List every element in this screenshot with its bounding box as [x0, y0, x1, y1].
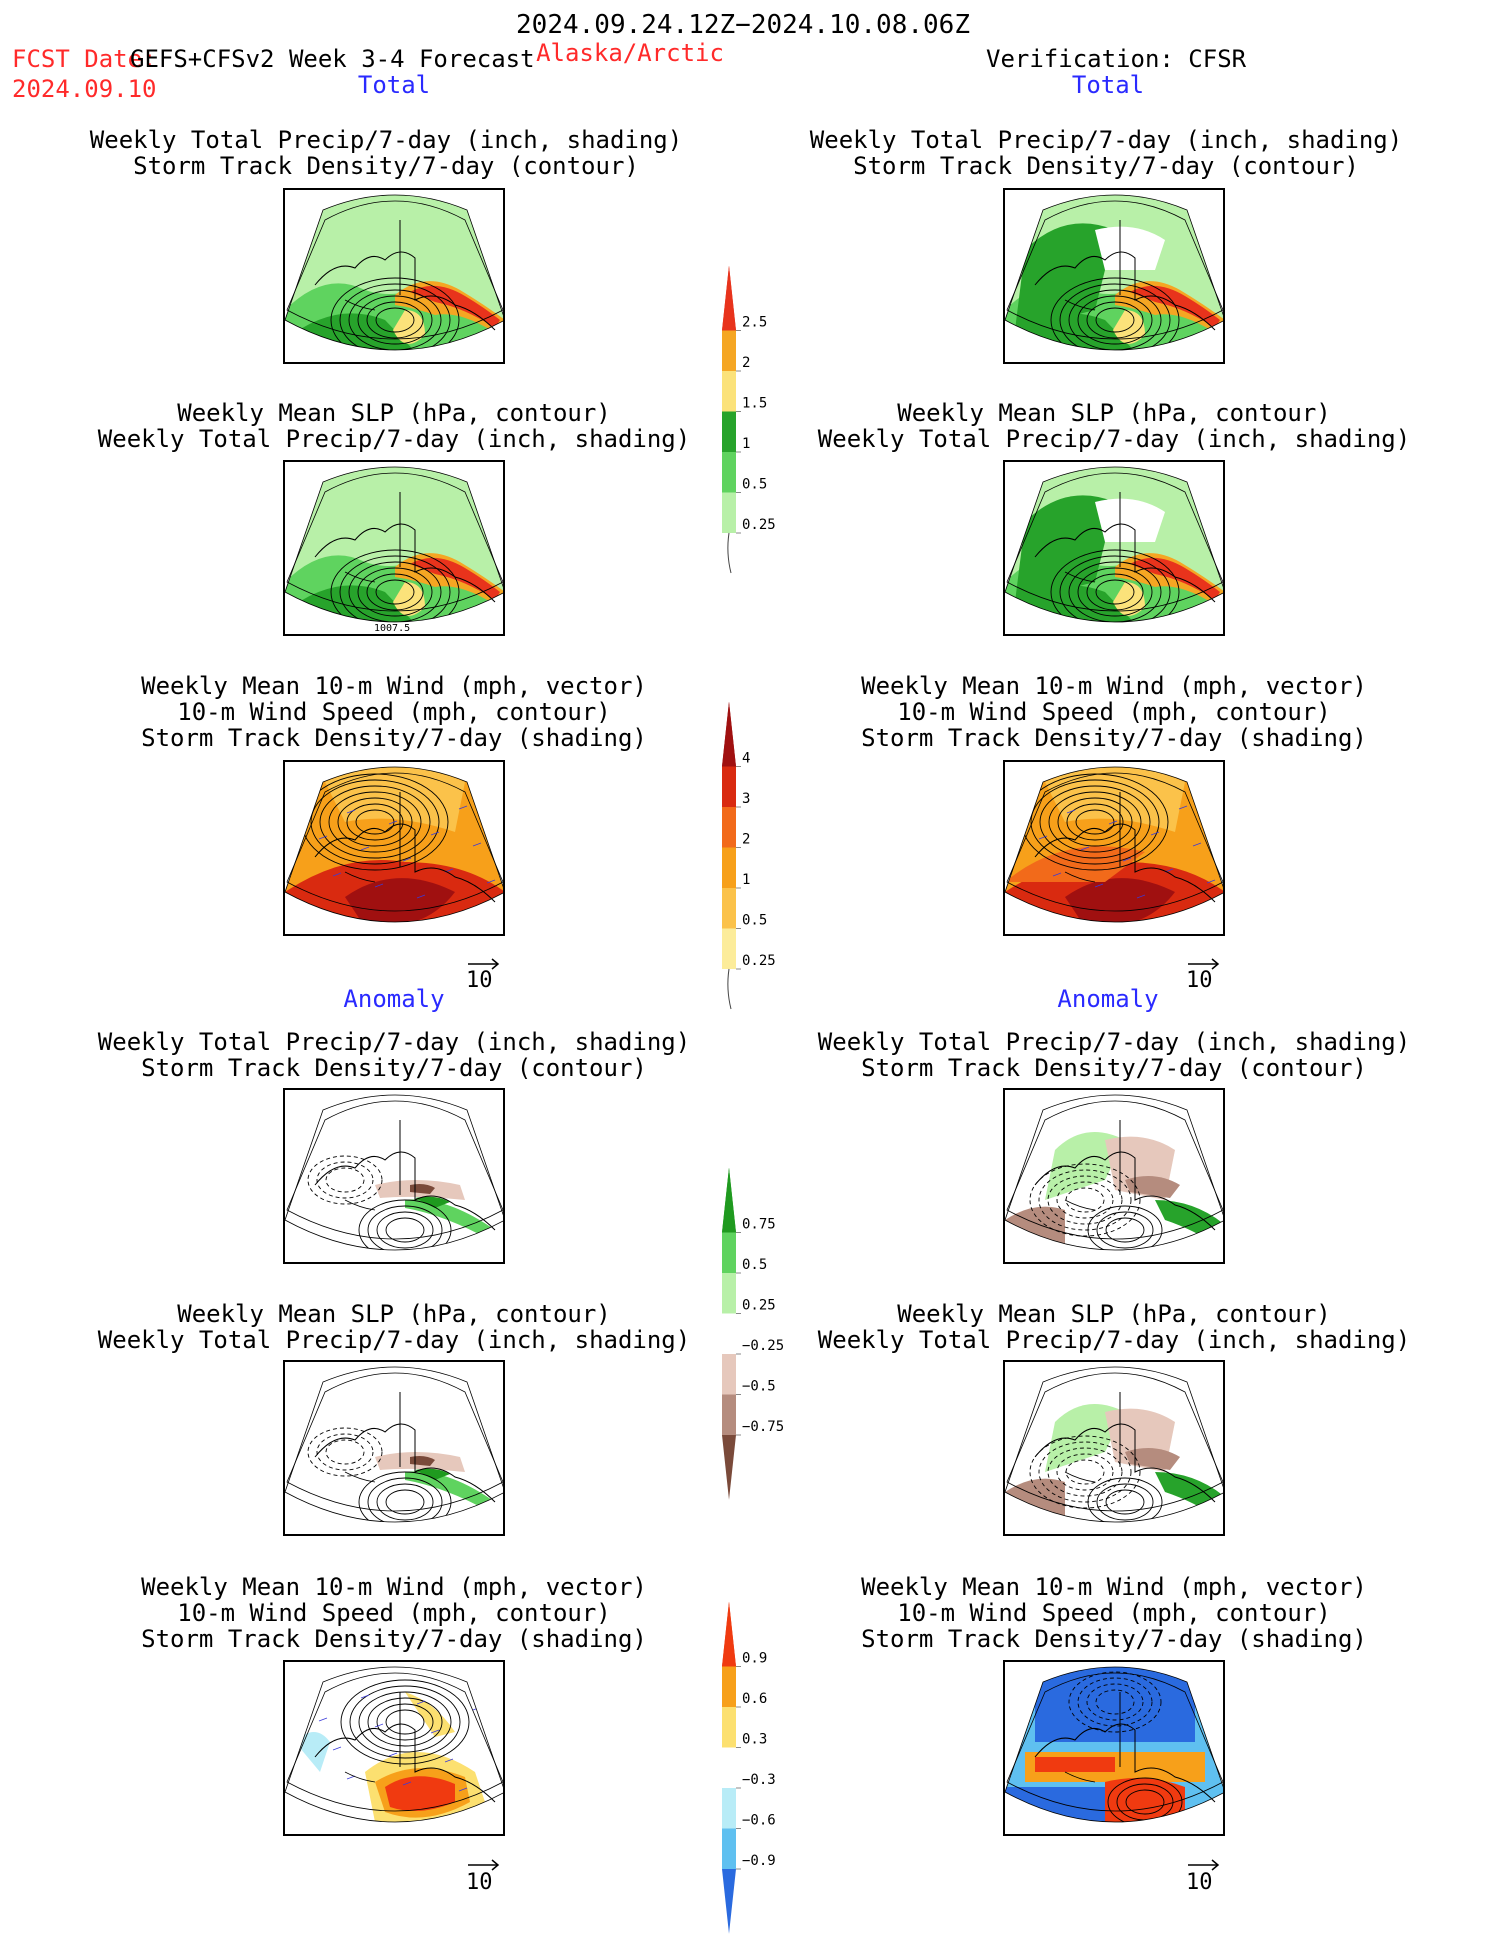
- vector-scale-arrow: [466, 1856, 502, 1875]
- panel-title-line: Weekly Total Precip/7-day (inch, shading…: [817, 1326, 1411, 1354]
- map-wind-forecast: [283, 760, 505, 936]
- section-total-right: Total: [1071, 71, 1145, 99]
- panel-title-line: Weekly Total Precip/7-day (inch, shading…: [817, 1028, 1411, 1056]
- panel-title-line: Weekly Mean SLP (hPa, contour): [177, 1300, 611, 1328]
- section-anomaly-right: Anomaly: [1057, 985, 1159, 1013]
- panel-title-line: Weekly Mean SLP (hPa, contour): [897, 1300, 1331, 1328]
- panel-title-line: Weekly Mean SLP (hPa, contour): [177, 399, 611, 427]
- map-precip-storm-verification: [1003, 188, 1225, 364]
- section-total-left: Total: [357, 71, 431, 99]
- colorbar-tick-label: 1: [742, 872, 750, 888]
- colorbar-tick-label: −0.6: [742, 1813, 776, 1829]
- colorbar-storm-total: 4 3 2 1 0.5 0.25: [722, 701, 802, 1010]
- panel-title-line: Weekly Total Precip/7-day (inch, shading…: [97, 425, 691, 453]
- colorbar-tick-label: −0.5: [742, 1379, 776, 1395]
- colorbar-tick-label: −0.9: [742, 1853, 776, 1869]
- colorbar-tick-label: −0.3: [742, 1772, 776, 1788]
- panel-title-line: Storm Track Density/7-day (shading): [861, 724, 1367, 752]
- vector-scale-arrow: [466, 955, 502, 974]
- model-name: GEFS+CFSv2 Week 3-4 Forecast: [130, 45, 535, 73]
- panel-title-line: Storm Track Density/7-day (shading): [141, 1625, 647, 1653]
- colorbar-tick-label: −0.25: [742, 1338, 784, 1354]
- map-wind-anomaly-forecast: [283, 1660, 505, 1836]
- panel-title-line: Storm Track Density/7-day (shading): [861, 1625, 1367, 1653]
- vector-scale-arrow: [1186, 1856, 1222, 1875]
- section-anomaly-left: Anomaly: [343, 985, 445, 1013]
- map-slp-precip-verification: [1003, 460, 1225, 636]
- slp-contour-label: 1007.5: [374, 623, 411, 634]
- panel-title-line: 10-m Wind Speed (mph, contour): [897, 698, 1331, 726]
- colorbar-tick-label: 2: [742, 355, 750, 371]
- map-precip-storm-forecast: [283, 188, 505, 364]
- panel-title-line: 10-m Wind Speed (mph, contour): [177, 698, 611, 726]
- colorbar-tick-label: 3: [742, 791, 750, 807]
- panel-title-line: Storm Track Density/7-day (contour): [861, 1054, 1367, 1082]
- panel-title-line: Weekly Mean 10-m Wind (mph, vector): [141, 672, 647, 700]
- vector-scale-label: 10: [1186, 968, 1213, 993]
- colorbar-tick-label: 0.5: [742, 1257, 767, 1273]
- panel-title-line: 10-m Wind Speed (mph, contour): [177, 1599, 611, 1627]
- colorbar-storm-anomaly: 0.9 0.6 0.3 −0.3 −0.6 −0.9: [722, 1601, 802, 1934]
- panel-title-line: Weekly Mean 10-m Wind (mph, vector): [141, 1573, 647, 1601]
- map-slp-precip-anomaly-forecast: [283, 1360, 505, 1536]
- colorbar-tick-label: 0.25: [742, 953, 776, 969]
- colorbar-tick-label: 0.5: [742, 477, 767, 493]
- panel-title-line: 10-m Wind Speed (mph, contour): [897, 1599, 1331, 1627]
- map-precip-storm-anomaly-verification: [1003, 1088, 1225, 1264]
- colorbar-tick-label: 0.75: [742, 1217, 776, 1233]
- fcst-date-value: 2024.09.10: [12, 75, 157, 103]
- panel-title-line: Weekly Mean 10-m Wind (mph, vector): [861, 672, 1367, 700]
- panel-title-line: Weekly Total Precip/7-day (inch, shading…: [809, 126, 1403, 154]
- panel-title-line: Weekly Total Precip/7-day (inch, shading…: [97, 1028, 691, 1056]
- vector-scale-label: 10: [466, 1870, 493, 1895]
- vector-scale-arrow: [1186, 955, 1222, 974]
- colorbar-tick-label: 0.9: [742, 1651, 767, 1667]
- colorbar-precip-anomaly: 0.75 0.5 0.25 −0.25 −0.5 −0.75: [722, 1167, 802, 1500]
- region-label: Alaska/Arctic: [536, 39, 724, 67]
- colorbar-tick-label: 1: [742, 436, 750, 452]
- vector-scale-label: 10: [466, 968, 493, 993]
- fcst-date-label: FCST Date:: [12, 45, 157, 73]
- panel-title-line: Storm Track Density/7-day (shading): [141, 724, 647, 752]
- colorbar-tick-label: 0.6: [742, 1691, 767, 1707]
- colorbar-tick-label: 4: [742, 751, 750, 767]
- panel-title-line: Weekly Mean SLP (hPa, contour): [897, 399, 1331, 427]
- map-slp-precip-forecast: [283, 460, 505, 636]
- map-wind-verification: [1003, 760, 1225, 936]
- panel-title-line: Storm Track Density/7-day (contour): [133, 152, 639, 180]
- panel-title-line: Weekly Total Precip/7-day (inch, shading…: [89, 126, 683, 154]
- panel-title-line: Weekly Mean 10-m Wind (mph, vector): [861, 1573, 1367, 1601]
- map-wind-anomaly-verification: [1003, 1660, 1225, 1836]
- colorbar-tick-label: 0.5: [742, 913, 767, 929]
- map-slp-precip-anomaly-verification: [1003, 1360, 1225, 1536]
- panel-title-line: Storm Track Density/7-day (contour): [141, 1054, 647, 1082]
- vector-scale-label: 10: [1186, 1870, 1213, 1895]
- panel-title-line: Weekly Total Precip/7-day (inch, shading…: [817, 425, 1411, 453]
- colorbar-tick-label: 0.25: [742, 517, 776, 533]
- colorbar-tick-label: 0.25: [742, 1298, 776, 1314]
- panel-title-line: Storm Track Density/7-day (contour): [853, 152, 1359, 180]
- colorbar-precip-total: 2.5 2 1.5 1 0.5 0.25: [722, 265, 802, 574]
- colorbar-tick-label: 1.5: [742, 396, 767, 412]
- panel-title-line: Weekly Total Precip/7-day (inch, shading…: [97, 1326, 691, 1354]
- colorbar-tick-label: 0.3: [742, 1732, 767, 1748]
- colorbar-tick-label: 2.5: [742, 315, 767, 331]
- verification-label: Verification: CFSR: [986, 45, 1247, 73]
- date-range-title: 2024.09.24.12Z−2024.10.08.06Z: [516, 10, 970, 40]
- colorbar-tick-label: −0.75: [742, 1419, 784, 1435]
- colorbar-tick-label: 2: [742, 832, 750, 848]
- map-precip-storm-anomaly-forecast: [283, 1088, 505, 1264]
